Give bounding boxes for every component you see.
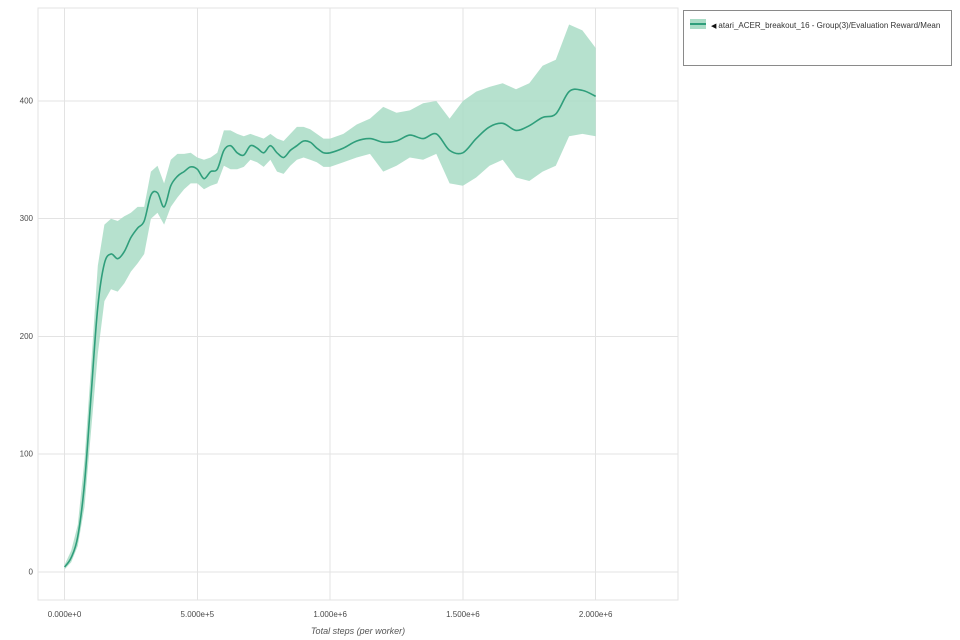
y-tick-label: 100 <box>20 450 34 459</box>
confidence-band <box>64 24 596 570</box>
legend: ◀ atari_ACER_breakout_16 - Group(3)/Evalu… <box>683 10 952 66</box>
x-tick-label: 1.000e+6 <box>313 610 347 619</box>
legend-swatch-line <box>690 23 706 25</box>
legend-swatch-icon <box>690 19 706 29</box>
y-tick-label: 300 <box>20 214 34 223</box>
legend-label: ◀ atari_ACER_breakout_16 - Group(3)/Evalu… <box>711 17 940 35</box>
x-axis-label: Total steps (per worker) <box>311 626 405 636</box>
legend-entry[interactable]: ◀ atari_ACER_breakout_16 - Group(3)/Evalu… <box>690 17 945 35</box>
mean-line <box>63 88 597 568</box>
legend-series-name: atari_ACER_breakout_16 - Group(3)/Evalua… <box>718 21 941 30</box>
x-tick-label: 1.500e+6 <box>446 610 480 619</box>
y-tick-label: 200 <box>20 332 34 341</box>
collapse-arrow-icon: ◀ <box>711 23 717 30</box>
x-tick-label: 5.000e+5 <box>181 610 215 619</box>
plot-border <box>37 7 679 601</box>
y-tick-label: 400 <box>20 96 34 105</box>
y-tick-label: 0 <box>29 567 34 576</box>
x-tick-label: 2.000e+6 <box>579 610 613 619</box>
x-tick-label: 0.000e+0 <box>48 610 82 619</box>
